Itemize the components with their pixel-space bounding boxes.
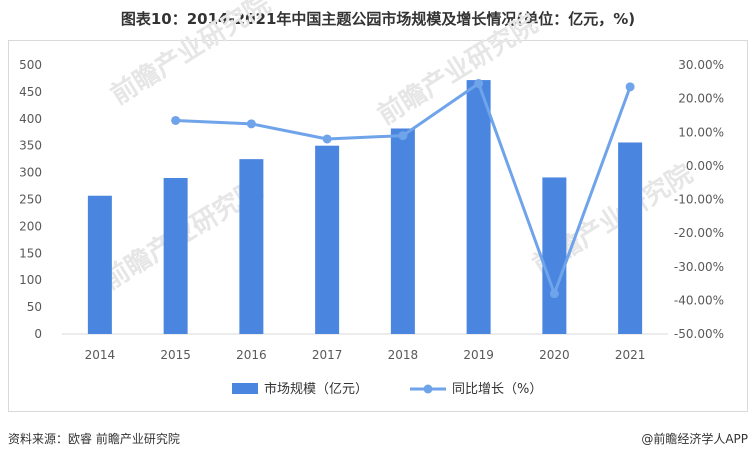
watermark-text: 前瞻产业研究院 xyxy=(105,0,276,111)
growth-point-2017 xyxy=(322,134,332,144)
right-tick-label: -40.00% xyxy=(674,293,724,307)
x-tick-label: 2018 xyxy=(388,348,419,362)
growth-point-2021 xyxy=(625,82,635,92)
bar-2015 xyxy=(163,177,188,334)
watermark-text: 前瞻产业研究院 xyxy=(372,8,543,131)
x-tick-label: 2021 xyxy=(615,348,646,362)
growth-point-2015 xyxy=(171,115,181,125)
legend-bar-label: 市场规模（亿元） xyxy=(264,381,368,397)
left-tick-label: 0 xyxy=(34,327,42,341)
source-note: 资料来源：欧睿 前瞻产业研究院 xyxy=(8,432,180,446)
bar-2021 xyxy=(618,142,643,334)
right-tick-label: 20.00% xyxy=(678,92,724,106)
left-tick-label: 350 xyxy=(19,139,42,153)
x-tick-label: 2016 xyxy=(236,348,267,362)
right-tick-label: -20.00% xyxy=(674,226,724,240)
left-tick-label: 300 xyxy=(19,166,42,180)
x-tick-label: 2015 xyxy=(160,348,191,362)
right-tick-label: 30.00% xyxy=(678,58,724,72)
left-tick-label: 500 xyxy=(19,58,42,72)
left-tick-label: 250 xyxy=(19,193,42,207)
x-tick-label: 2014 xyxy=(85,348,116,362)
x-tick-label: 2020 xyxy=(539,348,570,362)
bar-2016 xyxy=(239,159,264,334)
right-tick-label: -30.00% xyxy=(674,260,724,274)
left-tick-label: 50 xyxy=(27,300,42,314)
left-tick-label: 200 xyxy=(19,219,42,233)
right-tick-label: -10.00% xyxy=(674,193,724,207)
right-tick-label: 0.00% xyxy=(686,159,724,173)
brand-credit: @前瞻经济学人APP xyxy=(641,432,748,446)
right-tick-label: -50.00% xyxy=(674,327,724,341)
bar-2020 xyxy=(542,177,567,334)
growth-point-2020 xyxy=(549,289,559,299)
bar-2017 xyxy=(315,145,340,334)
left-tick-label: 450 xyxy=(19,85,42,99)
growth-point-2016 xyxy=(246,119,256,129)
growth-point-2019 xyxy=(474,78,484,88)
bar-2019 xyxy=(466,80,491,335)
growth-point-2018 xyxy=(398,131,408,141)
bar-2018 xyxy=(390,128,415,334)
x-tick-label: 2019 xyxy=(463,348,494,362)
legend-bar-swatch xyxy=(232,383,258,394)
left-tick-label: 150 xyxy=(19,246,42,260)
right-tick-label: 10.00% xyxy=(678,125,724,139)
x-tick-label: 2017 xyxy=(312,348,343,362)
chart-svg: 前瞻产业研究院前瞻产业研究院前瞻产业研究院前瞻产业研究院050100150200… xyxy=(19,0,724,397)
left-tick-label: 100 xyxy=(19,273,42,287)
chart-frame xyxy=(8,40,748,412)
bar-2014 xyxy=(87,195,112,334)
chart-title: 图表10：2014-2021年中国主题公园市场规模及增长情况(单位：亿元，%) xyxy=(120,10,636,28)
legend-line-marker xyxy=(423,384,433,394)
left-tick-label: 400 xyxy=(19,112,42,126)
legend-line-label: 同比增长（%） xyxy=(452,382,542,397)
